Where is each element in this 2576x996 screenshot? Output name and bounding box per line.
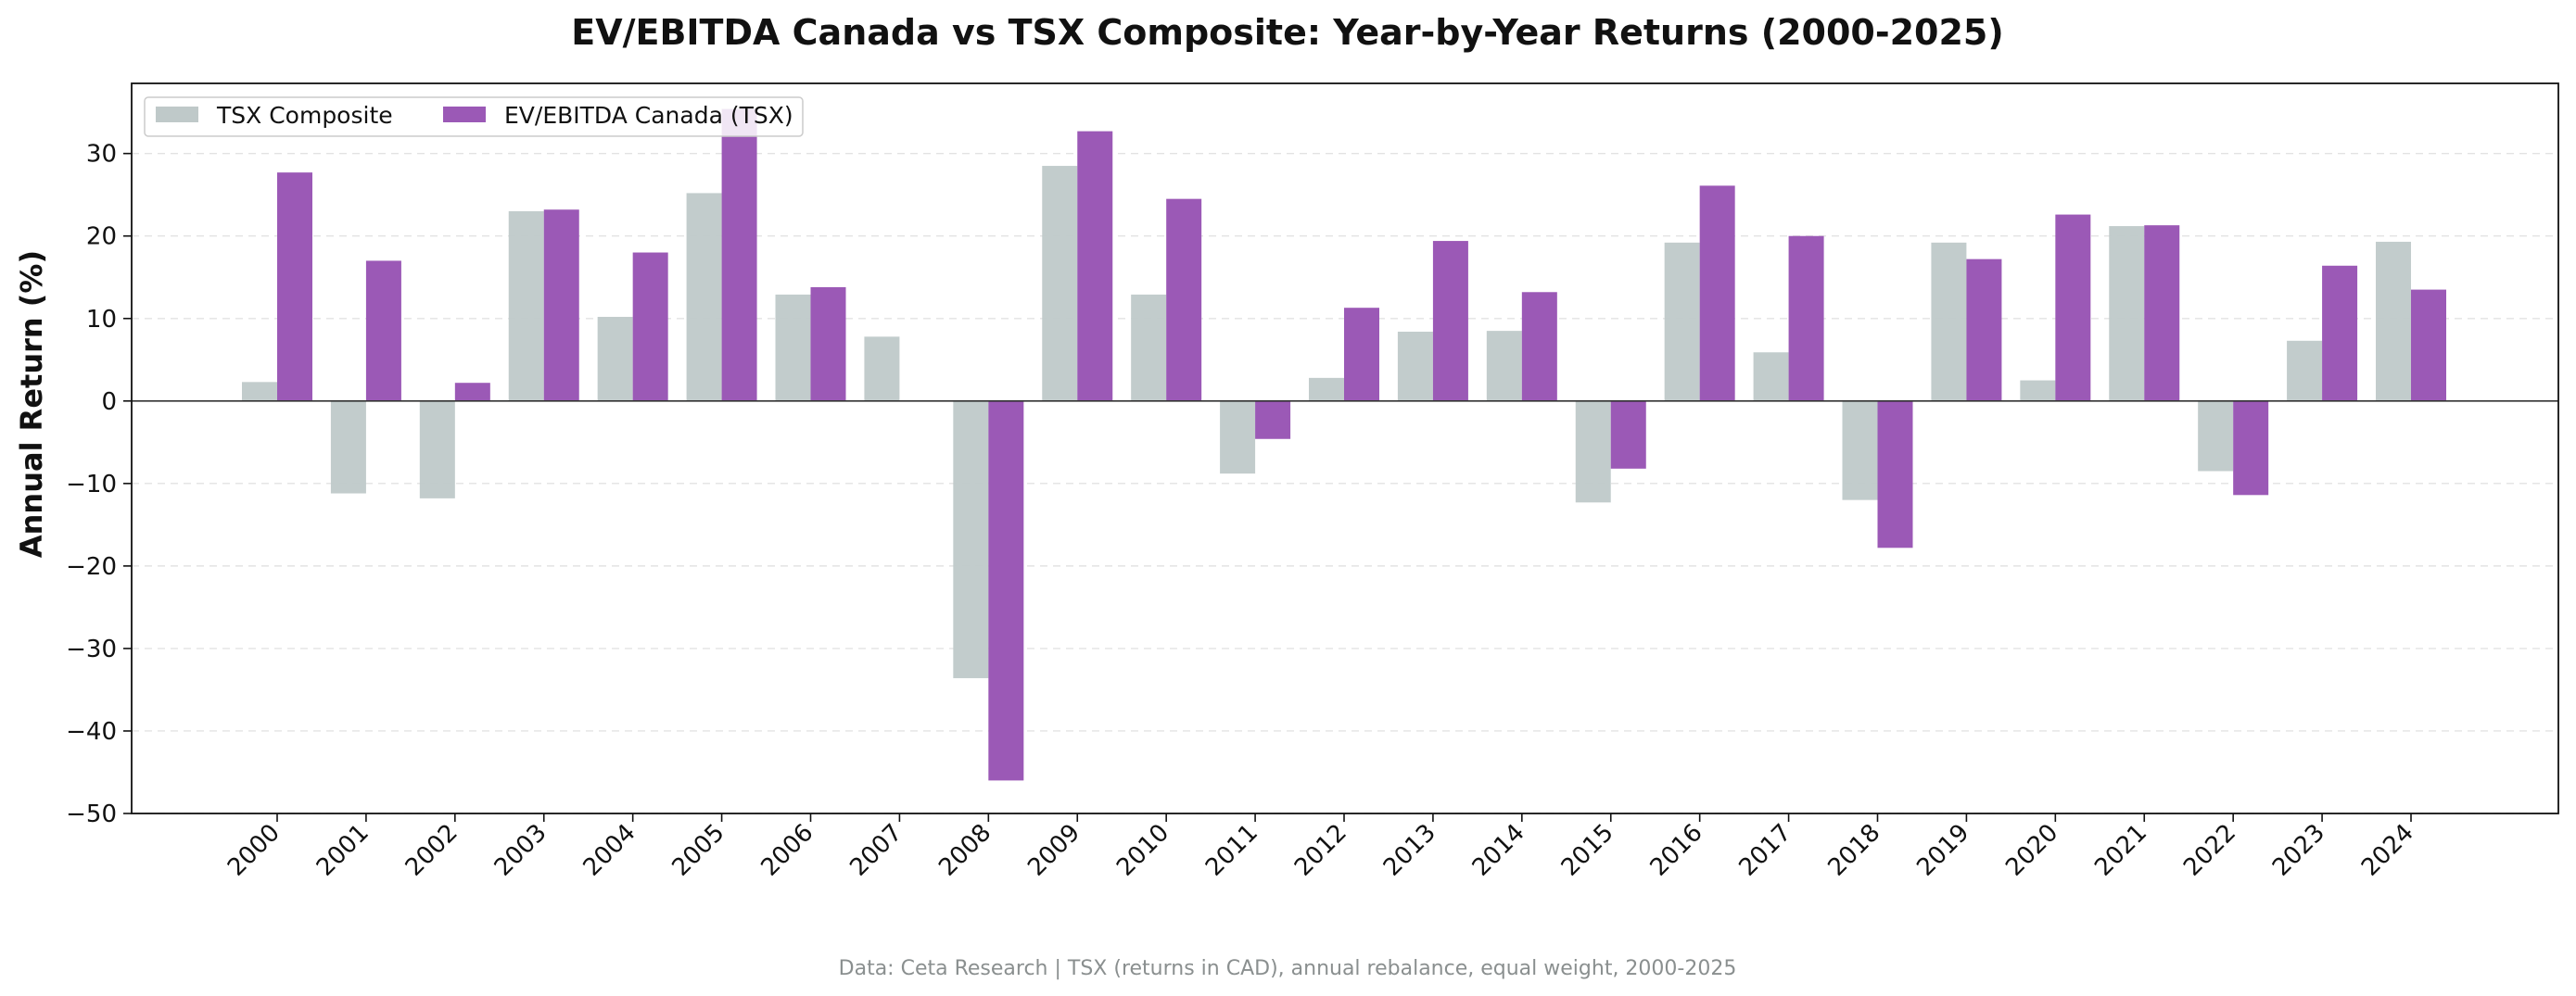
bar-ev-ebitda-canada-tsx-2001 — [365, 260, 401, 401]
y-tick-label: −50 — [66, 801, 117, 828]
bar-ev-ebitda-canada-tsx-2021 — [2144, 225, 2180, 401]
bar-ev-ebitda-canada-tsx-2018 — [1877, 400, 1913, 548]
bar-tsx-composite-2023 — [2287, 340, 2323, 401]
bar-tsx-composite-2018 — [1842, 400, 1878, 500]
gridlines — [132, 152, 2558, 814]
bar-ev-ebitda-canada-tsx-2003 — [543, 209, 579, 401]
legend-swatch-tsx-composite — [156, 107, 198, 122]
x-tick-label: 2000 — [222, 819, 286, 882]
bar-tsx-composite-2006 — [775, 294, 811, 401]
x-tick-label: 2003 — [489, 819, 552, 882]
x-tick-label: 2008 — [933, 819, 996, 882]
bar-ev-ebitda-canada-tsx-2023 — [2322, 265, 2358, 401]
x-tick-label: 2004 — [578, 819, 641, 882]
x-tick-label: 2024 — [2356, 819, 2419, 882]
y-tick-label: −20 — [66, 553, 117, 581]
legend-label-ev-ebitda-canada: EV/EBITDA Canada (TSX) — [504, 102, 793, 129]
bar-tsx-composite-2002 — [419, 400, 455, 498]
bar-ev-ebitda-canada-tsx-2006 — [810, 286, 846, 401]
bar-tsx-composite-2009 — [1042, 166, 1078, 401]
bar-ev-ebitda-canada-tsx-2013 — [1432, 241, 1468, 401]
bar-tsx-composite-2022 — [2198, 400, 2234, 472]
x-tick-label: 2020 — [2000, 819, 2063, 882]
bar-tsx-composite-2015 — [1575, 400, 1611, 503]
x-tick-label: 2016 — [1645, 819, 1708, 882]
bar-ev-ebitda-canada-tsx-2017 — [1788, 235, 1824, 401]
bar-ev-ebitda-canada-tsx-2016 — [1699, 185, 1735, 401]
bar-tsx-composite-2007 — [864, 336, 900, 401]
bar-tsx-composite-2014 — [1486, 331, 1522, 401]
x-tick-label: 2005 — [667, 819, 730, 882]
x-tick-label: 2014 — [1467, 819, 1530, 882]
bar-ev-ebitda-canada-tsx-2019 — [1966, 258, 2002, 401]
bar-ev-ebitda-canada-tsx-2014 — [1521, 292, 1557, 401]
x-tick-label: 2019 — [1911, 819, 1974, 882]
bar-tsx-composite-2024 — [2376, 241, 2411, 401]
bar-tsx-composite-2013 — [1397, 332, 1433, 401]
bar-ev-ebitda-canada-tsx-2009 — [1077, 131, 1113, 401]
x-tick-label: 2007 — [844, 819, 907, 882]
bar-ev-ebitda-canada-tsx-2022 — [2233, 400, 2269, 496]
x-tick-label: 2021 — [2089, 819, 2152, 882]
y-tick-label: 0 — [101, 388, 117, 416]
bar-ev-ebitda-canada-tsx-2005 — [721, 108, 757, 401]
bar-tsx-composite-2016 — [1664, 242, 1700, 401]
bar-ev-ebitda-canada-tsx-2000 — [277, 172, 312, 401]
x-tick-label: 2018 — [1822, 819, 1885, 882]
bar-tsx-composite-2008 — [953, 400, 989, 678]
bar-tsx-composite-2019 — [1931, 242, 1967, 401]
legend-swatch-ev-ebitda-canada — [443, 107, 486, 122]
bar-tsx-composite-2017 — [1753, 352, 1789, 401]
legend-label-tsx-composite: TSX Composite — [216, 102, 393, 129]
x-tick-label: 2023 — [2267, 819, 2330, 882]
y-tick-label: 10 — [86, 306, 117, 334]
x-tick-label: 2011 — [1200, 819, 1263, 882]
bar-tsx-composite-2020 — [2020, 380, 2056, 401]
x-tick-label: 2017 — [1734, 819, 1797, 882]
bar-tsx-composite-2004 — [597, 316, 633, 401]
bars — [242, 108, 2446, 781]
x-tick-label: 2009 — [1022, 819, 1085, 882]
x-tick-label: 2010 — [1111, 819, 1174, 882]
y-tick-label: 20 — [86, 223, 117, 251]
bar-ev-ebitda-canada-tsx-2011 — [1255, 400, 1291, 439]
bar-ev-ebitda-canada-tsx-2010 — [1166, 198, 1202, 401]
bar-ev-ebitda-canada-tsx-2020 — [2055, 214, 2091, 401]
y-tick-label: −10 — [66, 471, 117, 498]
x-axis-ticks: 2000 2001 2002 2003 2004 2005 2006 2007 2008 2009… — [222, 813, 2419, 882]
x-tick-label: 2022 — [2178, 819, 2241, 882]
x-tick-label: 2006 — [755, 819, 818, 882]
plot-frame — [131, 82, 2559, 814]
x-tick-label: 2012 — [1289, 819, 1352, 882]
x-tick-label: 2013 — [1378, 819, 1441, 882]
bar-ev-ebitda-canada-tsx-2008 — [988, 400, 1024, 781]
bar-ev-ebitda-canada-tsx-2004 — [632, 252, 668, 401]
y-tick-label: 30 — [86, 141, 117, 169]
y-tick-label: −40 — [66, 718, 117, 746]
y-tick-label: −30 — [66, 636, 117, 663]
x-tick-label: 2002 — [400, 819, 463, 882]
legend: TSX Composite EV/EBITDA Canada (TSX) — [144, 96, 804, 137]
bar-ev-ebitda-canada-tsx-2024 — [2411, 289, 2446, 401]
bar-ev-ebitda-canada-tsx-2015 — [1610, 400, 1646, 469]
bar-tsx-composite-2011 — [1220, 400, 1256, 474]
bar-tsx-composite-2021 — [2109, 226, 2145, 401]
bar-tsx-composite-2010 — [1131, 294, 1167, 401]
bar-tsx-composite-2001 — [330, 400, 366, 494]
y-axis-ticks: 30 20 10 0 −10 −20 −30 −40 −50 — [66, 141, 132, 828]
bar-tsx-composite-2003 — [508, 211, 544, 401]
source-note: Data: Ceta Research | TSX (returns in CA… — [839, 957, 1737, 980]
y-axis-label: Annual Return (%) — [14, 250, 49, 558]
x-tick-label: 2015 — [1556, 819, 1619, 882]
x-tick-label: 2001 — [311, 819, 374, 882]
bar-tsx-composite-2012 — [1309, 377, 1344, 401]
bar-ev-ebitda-canada-tsx-2002 — [454, 383, 490, 401]
bar-tsx-composite-2000 — [242, 382, 277, 401]
bar-ev-ebitda-canada-tsx-2012 — [1344, 308, 1379, 401]
chart-title: EV/EBITDA Canada vs TSX Composite: Year-… — [571, 12, 2004, 53]
bar-tsx-composite-2005 — [686, 193, 722, 401]
